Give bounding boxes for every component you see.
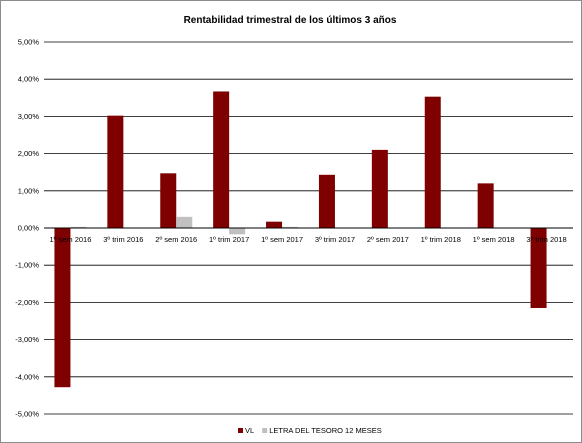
legend: VL LETRA DEL TESORO 12 MESES <box>238 426 382 435</box>
y-tick-label: -4,00% <box>15 372 39 381</box>
y-tick-label: -5,00% <box>15 410 39 419</box>
y-tick-label: 5,00% <box>18 38 40 47</box>
category-labels: 1º sem 2016 3º trim 2016 2º sem 2016 1º tri… <box>49 235 566 244</box>
bar-vl <box>424 96 441 229</box>
bar-letra <box>229 228 246 235</box>
legend-swatch <box>262 428 268 433</box>
y-tick-label: -3,00% <box>15 335 39 344</box>
y-tick-label: 2,00% <box>18 149 40 158</box>
legend-label: VL <box>245 426 254 435</box>
bar-vl <box>107 115 124 228</box>
bar-vl <box>371 149 388 228</box>
category-label: 3º trim 2018 <box>526 235 566 244</box>
bar-vl <box>530 228 547 308</box>
legend-label: LETRA DEL TESORO 12 MESES <box>269 426 382 435</box>
bar-letra <box>282 226 299 228</box>
y-tick-label: 0,00% <box>18 224 40 233</box>
y-tick-label: 1,00% <box>18 186 40 195</box>
chart-title: Rentabilidad trimestral de los últimos 3… <box>183 15 397 26</box>
bars <box>54 91 547 388</box>
y-tick-label: 4,00% <box>18 75 40 84</box>
category-label: 2º sem 2016 <box>155 235 197 244</box>
category-label: 1º sem 2016 <box>49 235 91 244</box>
category-label: 3º trim 2017 <box>315 235 355 244</box>
category-label: 1º sem 2017 <box>261 235 303 244</box>
bar-vl <box>477 183 494 228</box>
bar-vl <box>266 221 283 228</box>
category-label: 1º sem 2018 <box>473 235 515 244</box>
bar-vl <box>54 228 71 388</box>
y-tick-label: -1,00% <box>15 261 39 270</box>
bar-vl <box>160 173 177 228</box>
category-label: 3º trim 2016 <box>103 235 143 244</box>
bar-letra <box>70 226 87 228</box>
bar-vl <box>213 91 230 228</box>
category-label: 1º trim 2018 <box>421 235 461 244</box>
y-tick-label: 3,00% <box>18 112 40 121</box>
category-label: 1º trim 2017 <box>209 235 249 244</box>
y-tick-label: -2,00% <box>15 298 39 307</box>
bar-letra <box>176 216 193 228</box>
category-label: 2º sem 2017 <box>367 235 409 244</box>
legend-swatch <box>238 428 243 433</box>
y-axis-ticks: 5,00% 4,00% 3,00% 2,00% 1,00% 0,00% -1,00% -2,0… <box>15 38 39 419</box>
bar-vl <box>318 174 335 228</box>
